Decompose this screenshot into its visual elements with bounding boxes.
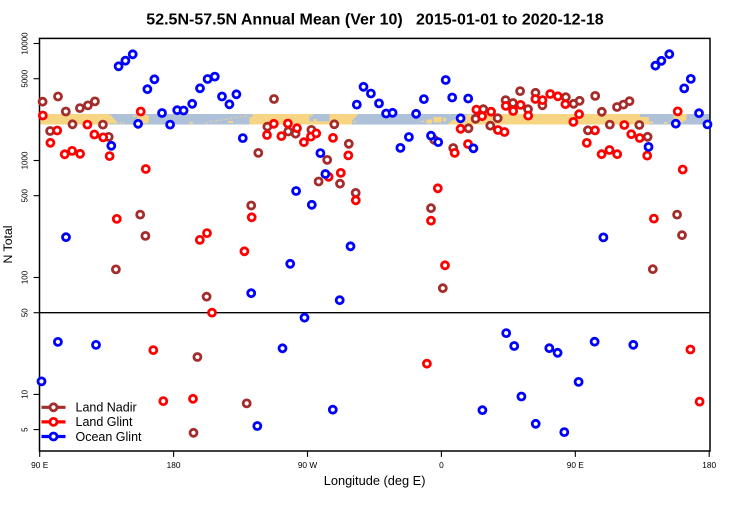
svg-text:90 E: 90 E bbox=[31, 460, 49, 470]
svg-text:180: 180 bbox=[167, 460, 181, 470]
svg-text:100: 100 bbox=[21, 270, 30, 284]
svg-text:Land Glint: Land Glint bbox=[76, 415, 134, 429]
svg-text:5000: 5000 bbox=[21, 69, 30, 87]
svg-text:Longitude (deg E): Longitude (deg E) bbox=[324, 473, 426, 488]
svg-text:50: 50 bbox=[21, 308, 30, 317]
svg-text:0: 0 bbox=[439, 460, 444, 470]
svg-text:10000: 10000 bbox=[21, 32, 30, 55]
svg-text:10: 10 bbox=[21, 389, 30, 398]
svg-text:90 W: 90 W bbox=[298, 460, 318, 470]
svg-text:180: 180 bbox=[702, 460, 716, 470]
svg-text:N Total: N Total bbox=[1, 225, 15, 263]
svg-text:90 E: 90 E bbox=[567, 460, 585, 470]
svg-text:500: 500 bbox=[21, 188, 30, 202]
svg-text:Land Nadir: Land Nadir bbox=[76, 401, 137, 415]
svg-text:Ocean Glint: Ocean Glint bbox=[76, 430, 143, 444]
svg-text:1000: 1000 bbox=[21, 151, 30, 169]
svg-text:52.5N-57.5N Annual Mean (Ver 1: 52.5N-57.5N Annual Mean (Ver 10) 2015-01… bbox=[146, 12, 604, 29]
svg-text:5: 5 bbox=[21, 427, 30, 432]
